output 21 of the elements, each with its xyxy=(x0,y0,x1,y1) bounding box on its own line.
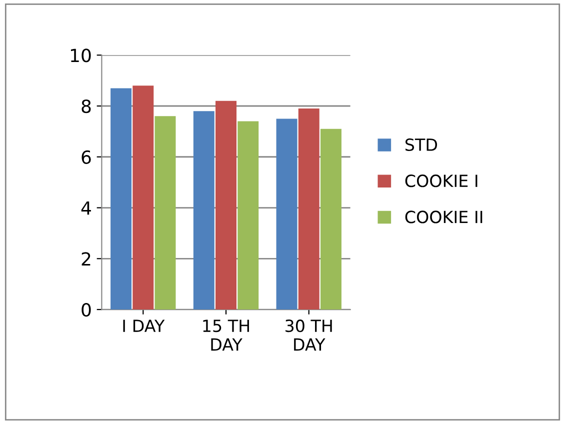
bar xyxy=(238,121,259,310)
legend-label: COOKIE II xyxy=(405,210,482,224)
bar xyxy=(154,116,176,310)
y-tick-label: 4 xyxy=(81,201,91,215)
bar xyxy=(132,86,154,310)
bar xyxy=(216,100,236,310)
y-tick-label: 0 xyxy=(82,302,91,317)
bar xyxy=(320,128,342,310)
y-tick-label: 6 xyxy=(82,150,91,164)
bar xyxy=(193,111,214,310)
y-tick-label: 10 xyxy=(70,48,91,62)
y-tick-label: 2 xyxy=(82,252,90,266)
y-tick-label: 8 xyxy=(82,99,91,114)
x-tick-label: 15 TH DAY xyxy=(203,320,249,351)
x-tick-label: 30 TH DAY xyxy=(286,320,332,351)
bar xyxy=(276,118,298,310)
legend-label: STD xyxy=(405,138,438,152)
bar xyxy=(298,108,320,310)
x-tick-label: I DAY xyxy=(123,320,165,332)
bar xyxy=(110,88,132,310)
legend-label: COOKIE I xyxy=(405,174,478,188)
